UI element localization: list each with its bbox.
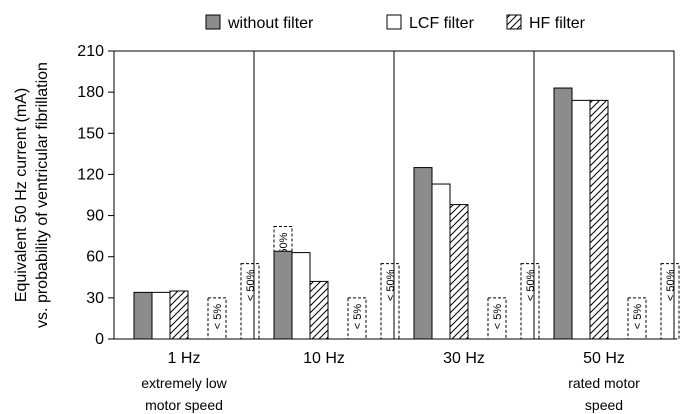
x-category-sublabel: rated motor [568,375,640,391]
bar [449,204,469,340]
x-category-label: 1 Hz [168,350,201,367]
threshold-box [520,263,540,340]
legend-label: without filter [227,15,314,32]
legend-swatch [506,14,522,30]
threshold-box [347,297,367,340]
threshold-box [240,263,260,340]
legend: without filter LCF filter HF filter [205,14,586,32]
x-axis-labels: 1 Hz extremely low motor speed 10 Hz 30 Hz 50… [141,350,640,413]
threshold-label: < 50% [245,269,257,301]
y-tick-label: 150 [77,125,104,142]
legend-swatch [205,14,221,30]
x-category-label: 30 Hz [443,350,485,367]
threshold-label: < 5% [212,304,224,330]
y-tick-label: 60 [86,249,104,266]
threshold-box [627,297,647,340]
y-axis-label: Equivalent 50 Hz current (mA) [13,88,30,302]
x-category-sublabel: speed [585,397,623,413]
y-tick-label: 90 [86,208,104,225]
x-category-label: 50 Hz [583,350,625,367]
bar [291,252,311,340]
y-tick-label: 0 [95,331,104,348]
legend-label: LCF filter [409,15,475,32]
bar [169,290,189,340]
x-category-sublabel: motor speed [145,397,223,413]
bar [589,99,609,340]
threshold-label: < 5% [492,304,504,330]
y-tick-label: 210 [77,43,104,60]
threshold-box [380,263,400,340]
y-axis-title: Equivalent 50 Hz current (mA) vs. probab… [13,62,51,328]
legend-label: HF filter [529,15,586,32]
threshold-box [660,263,680,340]
bar [571,99,591,340]
threshold-label: < 5% [352,304,364,330]
y-tick-label: 30 [86,290,104,307]
threshold-label: < 50% [665,269,677,301]
bar [151,291,171,340]
bar [553,87,573,340]
bar [413,167,433,340]
y-tick-label: 120 [77,166,104,183]
y-tick-label: 180 [77,84,104,101]
threshold-label: < 50% [385,269,397,301]
bar [273,250,293,340]
threshold-label: < 50% [525,269,537,301]
x-category-label: 10 Hz [303,350,345,367]
y-axis-label-2: vs. probability of ventricular fibrillat… [34,62,51,328]
bar [309,280,329,340]
threshold-label: < 5% [632,304,644,330]
threshold-box [207,297,227,340]
x-category-sublabel: extremely low [141,375,227,391]
legend-swatch [386,14,402,30]
threshold-box [487,297,507,340]
bar [431,183,451,340]
bar [133,291,153,340]
